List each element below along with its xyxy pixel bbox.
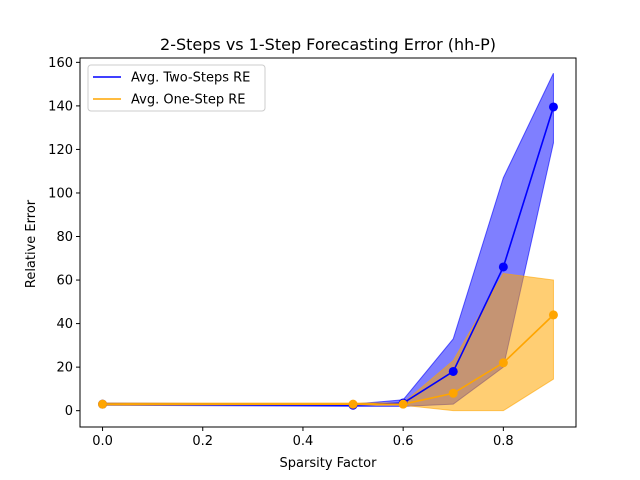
x-tick-label-2: 0.2 bbox=[192, 434, 213, 449]
point-series-2-2 bbox=[348, 399, 358, 409]
y-tick-label-4: 60 bbox=[56, 274, 73, 289]
legend-box bbox=[87, 64, 266, 112]
point-series-1-5 bbox=[498, 262, 508, 272]
x-tick-label-5: 0.8 bbox=[493, 434, 514, 449]
y-axis-label: Relative Error bbox=[24, 199, 39, 288]
legend: Avg. Two-Steps RE Avg. One-Step RE bbox=[87, 64, 266, 112]
x-tick-label-1: 0.0 bbox=[92, 434, 113, 449]
line-series-2 bbox=[102, 314, 555, 405]
legend-label-2: Avg. One-Step RE bbox=[131, 93, 245, 108]
y-tick-label-6: 100 bbox=[48, 186, 73, 201]
y-tick-label-2: 20 bbox=[56, 361, 73, 376]
point-series-2-1 bbox=[98, 399, 108, 409]
point-series-2-4 bbox=[448, 388, 458, 398]
x-axis-label: Sparsity Factor bbox=[280, 456, 378, 471]
x-tick-label-4: 0.6 bbox=[393, 434, 414, 449]
y-tick-label-1: 0 bbox=[65, 404, 73, 419]
x-axis-ticks: 0.0 0.2 0.4 0.6 0.8 bbox=[92, 427, 514, 449]
y-tick-label-5: 80 bbox=[56, 230, 73, 245]
y-tick-label-9: 160 bbox=[48, 56, 73, 71]
plot-area-frame bbox=[79, 57, 577, 428]
y-axis-ticks: 0 20 40 60 80 100 120 140 160 bbox=[48, 56, 80, 419]
point-series-1-4 bbox=[448, 366, 458, 376]
series-points bbox=[98, 102, 558, 410]
point-series-2-5 bbox=[498, 358, 508, 368]
legend-label-1: Avg. Two-Steps RE bbox=[131, 71, 250, 86]
y-tick-label-8: 140 bbox=[48, 99, 73, 114]
y-tick-label-3: 40 bbox=[56, 317, 73, 332]
point-series-2-6 bbox=[548, 310, 558, 320]
point-series-2-3 bbox=[398, 399, 408, 409]
point-series-1-6 bbox=[548, 102, 558, 112]
series-lines bbox=[102, 106, 555, 407]
x-tick-label-3: 0.4 bbox=[293, 434, 314, 449]
chart-title: 2-Steps vs 1-Step Forecasting Error (hh-… bbox=[160, 35, 496, 54]
y-tick-label-7: 120 bbox=[48, 143, 73, 158]
line-series-1 bbox=[102, 106, 555, 407]
